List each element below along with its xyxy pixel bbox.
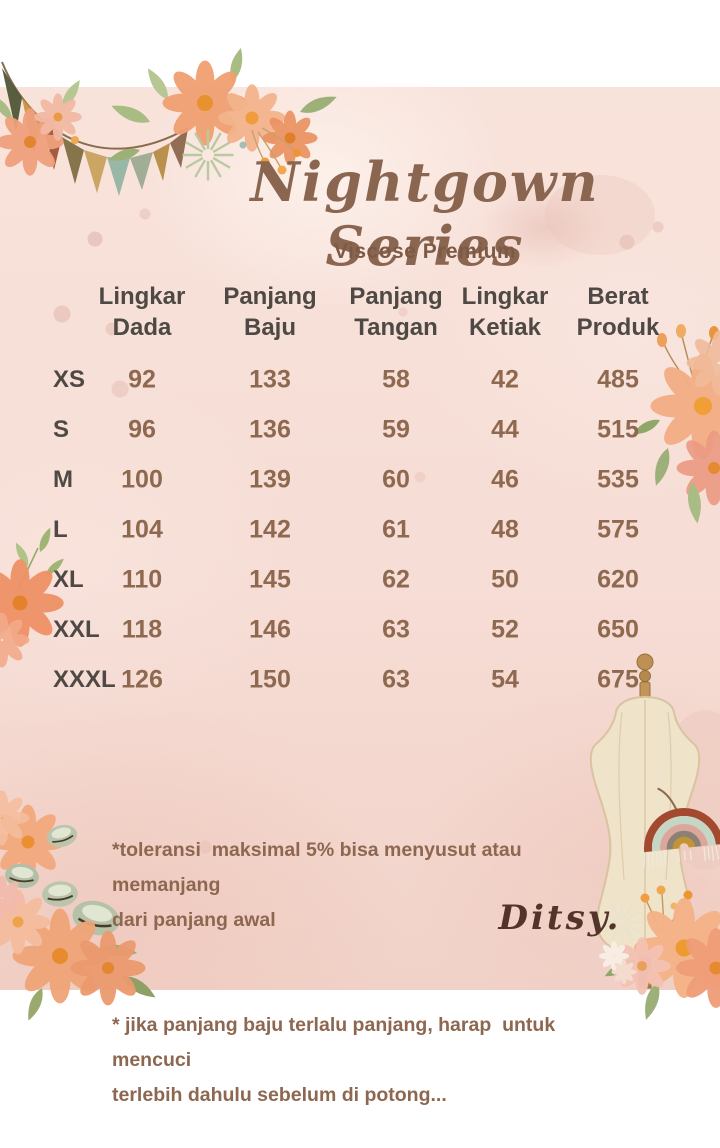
cell-lingkar-ketiak: 44: [450, 416, 560, 445]
cell-panjang-baju: 146: [215, 616, 325, 645]
cell-panjang-baju: 150: [215, 666, 325, 695]
column-header-lingkar-ketiak: Lingkar Ketiak: [450, 281, 560, 343]
cell-panjang-tangan: 58: [341, 366, 451, 395]
cell-lingkar-dada: 118: [87, 616, 197, 645]
cell-lingkar-ketiak: 50: [450, 566, 560, 595]
column-header-lingkar-dada: Lingkar Dada: [87, 281, 197, 343]
cell-panjang-tangan: 63: [341, 666, 451, 695]
cell-panjang-tangan: 60: [341, 466, 451, 495]
cell-berat-produk: 535: [563, 466, 673, 495]
cell-berat-produk: 620: [563, 566, 673, 595]
cell-panjang-tangan: 63: [341, 616, 451, 645]
cell-lingkar-ketiak: 48: [450, 516, 560, 545]
cell-panjang-baju: 136: [215, 416, 325, 445]
cell-panjang-tangan: 59: [341, 416, 451, 445]
brand-signature: Ditsy.: [455, 898, 665, 938]
cell-panjang-baju: 139: [215, 466, 325, 495]
column-header-berat-produk: Berat Produk: [563, 281, 673, 343]
cell-berat-produk: 650: [563, 616, 673, 645]
cell-panjang-baju: 142: [215, 516, 325, 545]
cell-berat-produk: 675: [563, 666, 673, 695]
table-row: S 96 136 59 44 515: [0, 405, 720, 455]
cell-lingkar-dada: 110: [87, 566, 197, 595]
table-row: XXL 118 146 63 52 650: [0, 605, 720, 655]
cell-lingkar-ketiak: 42: [450, 366, 560, 395]
cell-berat-produk: 575: [563, 516, 673, 545]
cell-lingkar-dada: 100: [87, 466, 197, 495]
cell-panjang-baju: 133: [215, 366, 325, 395]
table-row: XXXL 126 150 63 54 675: [0, 655, 720, 705]
column-header-panjang-tangan: Panjang Tangan: [341, 281, 451, 343]
tolerance-notes: *toleransi maksimal 5% bisa menyusut ata…: [112, 763, 632, 1148]
cell-lingkar-dada: 92: [87, 366, 197, 395]
table-row: XS 92 133 58 42 485: [0, 355, 720, 405]
column-header-panjang-baju: Panjang Baju: [215, 281, 325, 343]
note-washing: * jika panjang baju terlalu panjang, har…: [112, 1008, 632, 1113]
cell-berat-produk: 515: [563, 416, 673, 445]
page-subtitle: Viscose Premium: [160, 240, 690, 264]
cell-panjang-tangan: 62: [341, 566, 451, 595]
table-row: M 100 139 60 46 535: [0, 455, 720, 505]
table-row: XL 110 145 62 50 620: [0, 555, 720, 605]
cell-lingkar-ketiak: 54: [450, 666, 560, 695]
cell-berat-produk: 485: [563, 366, 673, 395]
cell-lingkar-dada: 104: [87, 516, 197, 545]
table-header: Lingkar Dada Panjang Baju Panjang Tangan…: [0, 281, 720, 347]
cell-panjang-tangan: 61: [341, 516, 451, 545]
table-row: L 104 142 61 48 575: [0, 505, 720, 555]
cell-panjang-baju: 145: [215, 566, 325, 595]
cell-lingkar-dada: 126: [87, 666, 197, 695]
cell-lingkar-dada: 96: [87, 416, 197, 445]
size-table-body: XS 92 133 58 42 485 S 96 136 59 44 515 M…: [0, 355, 720, 705]
cell-lingkar-ketiak: 46: [450, 466, 560, 495]
cell-lingkar-ketiak: 52: [450, 616, 560, 645]
